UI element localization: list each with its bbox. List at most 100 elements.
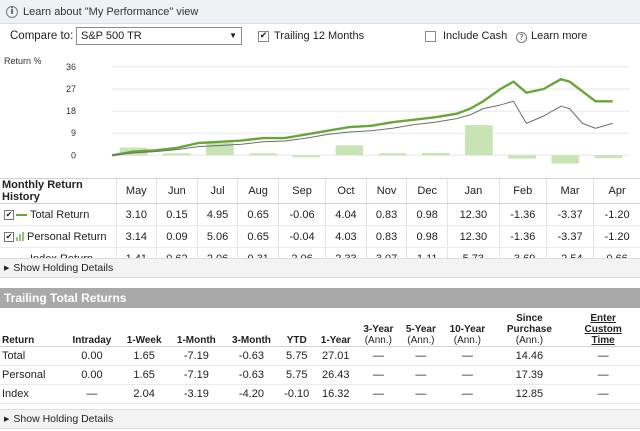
personal-return-bar [292,155,321,158]
trailing-column-header: Intraday [64,312,120,347]
trailing-value-cell: 5.75 [279,346,315,366]
trailing-value-cell: 5.75 [279,365,315,385]
show-holding-details-monthly[interactable]: ▶ Show Holding Details [0,258,640,278]
trailing-value-cell: — [64,384,120,404]
trailing-row-label: Personal [0,365,65,385]
trailing-value-cell: -0.63 [223,365,279,385]
dropdown-arrow-icon: ▼ [229,31,237,40]
help-icon[interactable]: ? [516,32,527,43]
monthly-value-cell: -3.37 [545,203,594,226]
enter-custom-time-link[interactable]: Enter Custom Time [566,312,640,347]
personal-return-bar [594,155,623,159]
trailing-value-cell: -4.20 [223,384,279,404]
monthly-return-table: Monthly Return History May Jun Jul Aug Sep Oc… [0,178,640,270]
info-icon: i [6,5,18,18]
trailing-12-months-label: Trailing 12 Months [274,30,365,42]
monthly-value-cell: -1.20 [593,225,640,248]
monthly-value-cell: -1.36 [498,203,547,226]
monthly-value-cell: 0.65 [237,225,279,248]
trailing-12-months-checkbox[interactable]: ✔ [258,31,269,42]
trailing-value-cell: — [357,384,400,404]
trailing-column-header: 3-Year (Ann.) [357,312,400,347]
month-header: Jul [196,178,238,204]
trailing-value-cell: 16.32 [314,384,358,404]
series-label: Personal Return [27,230,107,243]
monthly-value-cell: 4.03 [325,225,367,248]
trailing-column-header: YTD [279,312,315,347]
trailing-row-label: Index [0,384,65,404]
y-tick-label: 18 [66,106,76,116]
show-holding-details-label: Show Holding Details [13,413,114,425]
monthly-value-cell: 5.06 [196,225,238,248]
y-tick-label: 9 [71,128,76,138]
trailing-value-cell: — [399,346,443,366]
trailing-row: Total 0.00 1.65 -7.19 -0.63 5.75 27.01— — —14.46… [0,346,640,366]
month-header: Sep [277,178,326,204]
benchmark-selected-value: S&P 500 TR [81,30,142,42]
y-tick-label: 27 [66,84,76,94]
y-axis-label: Return % [4,56,42,66]
trailing-row: Personal 0.00 1.65 -7.19 -0.63 5.75 26.43— — —17… [0,365,640,385]
trailing-value-cell: — [566,384,640,404]
expand-triangle-icon: ▶ [4,416,10,423]
series-toggle-checkbox[interactable]: ✔ [4,231,14,242]
expand-triangle-icon: ▶ [4,265,10,272]
trailing-value-cell: — [442,365,493,385]
trailing-value-cell: — [442,384,493,404]
personal-return-bar [508,155,536,159]
trailing-value-cell: — [399,384,443,404]
line-legend-icon [16,213,27,216]
trailing-value-cell: 26.43 [314,365,358,385]
month-header: Apr [593,178,640,204]
monthly-value-cell: 12.30 [447,225,500,248]
header-main-label: 1-Week [126,334,162,346]
learn-my-performance-link[interactable]: Learn about "My Performance" view [23,5,199,18]
trailing-returns-table: Return Intraday 1-Week 1-Month 3-Month YTD 1-Y… [0,312,640,404]
header-main-label: 3-Month [232,334,271,346]
monthly-value-cell: -1.20 [593,203,640,226]
month-header: Jun [156,178,198,204]
trailing-column-header: Since Purchase (Ann.) [492,312,567,347]
header-main-label: Intraday [72,334,112,346]
monthly-value-cell: 3.10 [115,203,157,226]
trailing-column-header: 1-Year [314,312,358,347]
trailing-value-cell: -0.63 [223,346,279,366]
trailing-row-label: Total [0,346,65,366]
trailing-column-header: 5-Year (Ann.) [399,312,443,347]
y-tick-label: 0 [71,150,76,160]
trailing-value-cell: -0.10 [279,384,315,404]
series-label: Total Return [30,208,90,221]
index-return-line [111,100,613,156]
personal-return-bar [465,125,493,156]
show-holding-details-trailing[interactable]: ▶ Show Holding Details [0,409,640,429]
header-main-label: 5-Year [405,323,436,335]
trailing-row: Index —2.04 -3.19 -4.20 -0.10 16.32— — —12.85— [0,384,640,404]
series-toggle-checkbox[interactable]: ✔ [4,209,14,220]
header-sub-label: (Ann.) [453,334,481,346]
personal-return-bar [335,145,364,156]
trailing-value-cell: — [566,365,640,385]
trailing-column-header: 1-Week [119,312,169,347]
trailing-column-header: 3-Month [223,312,279,347]
monthly-value-cell: 0.15 [156,203,198,226]
show-holding-details-label: Show Holding Details [13,262,114,274]
month-header: Jan [447,178,500,204]
header-sub-label: (Ann.) [515,334,544,346]
benchmark-select[interactable]: S&P 500 TR ▼ [76,27,242,45]
trailing-value-cell: 27.01 [314,346,358,366]
learn-more-link[interactable]: Learn more [531,30,588,42]
trailing-value-cell: 1.65 [119,365,169,385]
trailing-value-cell: — [357,365,400,385]
monthly-value-cell: 0.98 [406,203,448,226]
monthly-row-label-cell: ✔ Total Return [0,203,116,226]
monthly-return-header: Monthly Return History [0,178,116,204]
info-bar: i Learn about "My Performance" view [0,0,640,24]
trailing-value-cell: 2.04 [119,384,169,404]
monthly-value-cell: -1.36 [498,225,547,248]
include-cash-checkbox[interactable] [425,31,436,42]
monthly-value-cell: 0.65 [237,203,279,226]
total-return-line [111,77,613,157]
performance-chart: Return % 36 27 18 9 0 [0,52,640,172]
trailing-column-header: Return [0,312,65,347]
compare-controls: Compare to: S&P 500 TR ▼ ✔ Trailing 12 M… [0,26,640,48]
